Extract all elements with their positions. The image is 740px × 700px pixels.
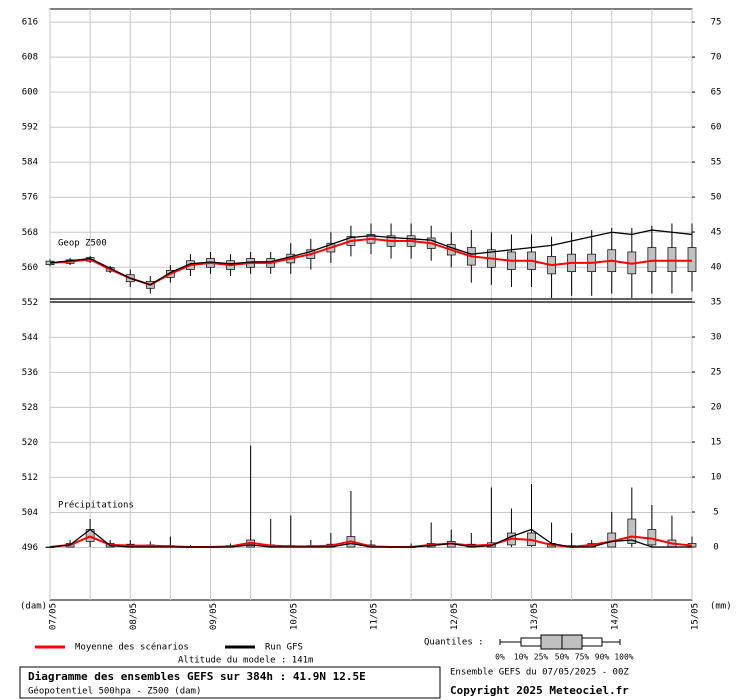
box <box>667 247 677 273</box>
y2-tick-label: 10 <box>711 473 722 483</box>
quantile-level: 50% <box>555 653 570 662</box>
legend-label: Run GFS <box>265 643 303 653</box>
box <box>647 529 657 546</box>
y-tick-label: 616 <box>22 18 38 28</box>
series-line <box>49 229 693 286</box>
quantile-glyph <box>499 634 621 650</box>
series-line <box>49 528 692 548</box>
box <box>687 247 697 273</box>
x-tick-label: 13/05 <box>530 603 540 630</box>
x-tick-label: 08/05 <box>129 603 139 630</box>
y2-tick-label: 5 <box>713 508 718 518</box>
y-tick-label: 568 <box>22 228 38 238</box>
y2-tick-label: 0 <box>713 543 718 553</box>
quantile-level: 100% <box>614 653 633 662</box>
y2-tick-label: 35 <box>711 298 722 308</box>
legend-label: Moyenne des scénarios <box>75 642 189 653</box>
run-label: Ensemble GEFS du 07/05/2025 - 00Z <box>450 668 629 678</box>
chart-title: Diagramme des ensembles GEFS sur 384h : … <box>28 670 366 683</box>
annotation: Geop Z500 <box>58 239 107 249</box>
quantiles-label: Quantiles : <box>424 638 484 648</box>
y-tick-label: 512 <box>22 473 38 483</box>
annotation: Précipitations <box>58 500 134 511</box>
box <box>627 518 637 544</box>
y-tick-label: 552 <box>22 298 38 308</box>
y2-tick-label: 65 <box>711 88 722 98</box>
y2-tick-label: 15 <box>711 438 722 448</box>
quantile-level: 90% <box>595 653 610 662</box>
y2-unit: (mm) <box>710 602 732 612</box>
x-tick-label: 07/05 <box>49 603 59 630</box>
x-tick-label: 10/05 <box>289 603 299 630</box>
y2-tick-label: 75 <box>711 18 722 28</box>
y2-tick-label: 20 <box>711 403 722 413</box>
y-tick-label: 504 <box>22 508 38 518</box>
y2-tick-label: 25 <box>711 368 722 378</box>
x-tick-label: 11/05 <box>370 603 380 630</box>
x-tick-label: 14/05 <box>610 603 620 630</box>
y-tick-label: 608 <box>22 53 38 63</box>
quantile-level: 0% <box>495 653 505 662</box>
y-tick-label: 544 <box>22 333 38 343</box>
y-tick-label: 592 <box>22 123 38 133</box>
y-unit: (dam) <box>20 602 47 612</box>
x-tick-label: 09/05 <box>209 603 219 630</box>
y-tick-label: 600 <box>22 88 38 98</box>
quantile-level: 10% <box>514 653 529 662</box>
y2-tick-label: 70 <box>711 53 722 63</box>
y-tick-label: 560 <box>22 263 38 273</box>
series-line <box>49 535 693 549</box>
y2-tick-label: 55 <box>711 158 722 168</box>
x-tick-label: 15/05 <box>691 603 701 630</box>
y-tick-label: 520 <box>22 438 38 448</box>
y-tick-label: 528 <box>22 403 38 413</box>
quantile-level: 75% <box>575 653 590 662</box>
x-tick-label: 12/05 <box>450 603 460 630</box>
chart-subtitle: Géopotentiel 500hpa - Z500 (dam) <box>28 686 201 697</box>
y-tick-label: 536 <box>22 368 38 378</box>
box <box>647 247 657 273</box>
y2-tick-label: 50 <box>711 193 722 203</box>
y2-tick-label: 40 <box>711 263 722 273</box>
title-box <box>19 666 441 699</box>
y-tick-label: 496 <box>22 543 38 553</box>
y2-tick-label: 30 <box>711 333 722 343</box>
altitude-label: Altitude du modele : 141m <box>178 656 313 666</box>
y2-tick-label: 60 <box>711 123 722 133</box>
y-tick-label: 584 <box>22 158 38 168</box>
copyright: Copyright 2025 Meteociel.fr <box>450 684 629 697</box>
quantile-level: 25% <box>534 653 549 662</box>
y2-tick-label: 45 <box>711 228 722 238</box>
y-tick-label: 576 <box>22 193 38 203</box>
